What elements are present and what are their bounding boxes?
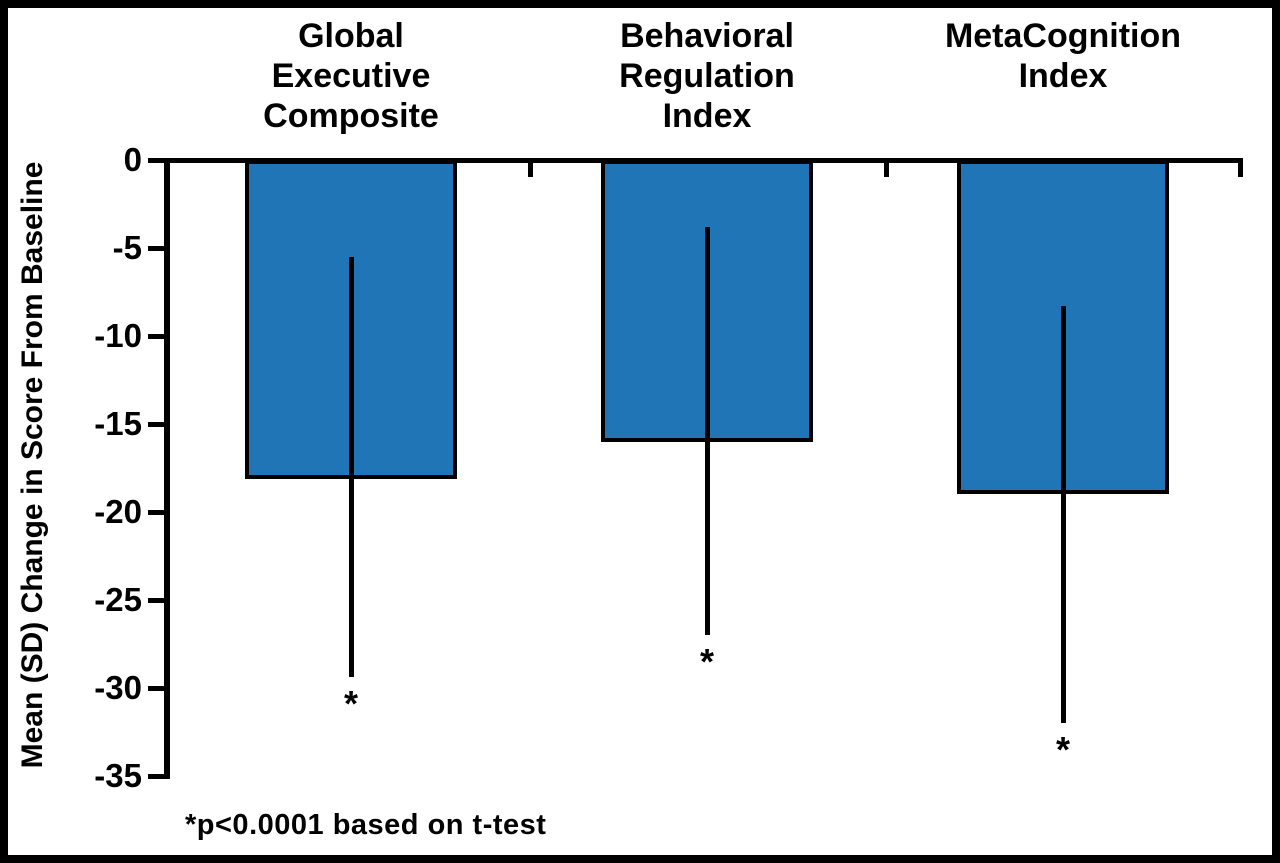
significance-asterisk: * [1055, 729, 1071, 771]
y-tick-mark [148, 245, 166, 251]
y-tick-mark [148, 597, 166, 603]
error-bar [348, 256, 354, 678]
footnote: *p<0.0001 based on t-test [185, 809, 547, 841]
y-tick-mark [148, 685, 166, 691]
y-tick-label: -30 [94, 669, 142, 706]
significance-asterisk: * [343, 683, 359, 725]
y-tick-label: 0 [123, 141, 142, 178]
category-label: Behavioral Regulation Index [619, 17, 795, 135]
y-tick-label: -20 [94, 493, 142, 530]
y-tick-mark [148, 157, 166, 163]
y-tick-mark [148, 773, 166, 779]
y-tick-label: -5 [112, 229, 142, 266]
x-tick-mark [527, 160, 533, 177]
y-tick-label: -25 [94, 581, 142, 618]
y-tick-mark [148, 509, 166, 515]
y-tick-label: -15 [94, 405, 142, 442]
x-tick-mark [883, 160, 889, 177]
y-axis-label: Mean (SD) Change in Score From Baseline [16, 161, 49, 769]
zero-line [164, 157, 1243, 163]
y-tick-label: -10 [94, 317, 142, 354]
error-bar [1060, 306, 1066, 724]
y-tick-mark [148, 333, 166, 339]
y-tick-mark [148, 421, 166, 427]
significance-asterisk: * [699, 641, 715, 683]
category-label: MetaCognition Index [944, 17, 1182, 95]
x-tick-mark [1237, 160, 1243, 177]
error-bar [704, 226, 710, 636]
category-label: Global Executive Composite [263, 17, 439, 135]
y-tick-label: -35 [94, 757, 142, 794]
y-axis-line [164, 157, 170, 779]
